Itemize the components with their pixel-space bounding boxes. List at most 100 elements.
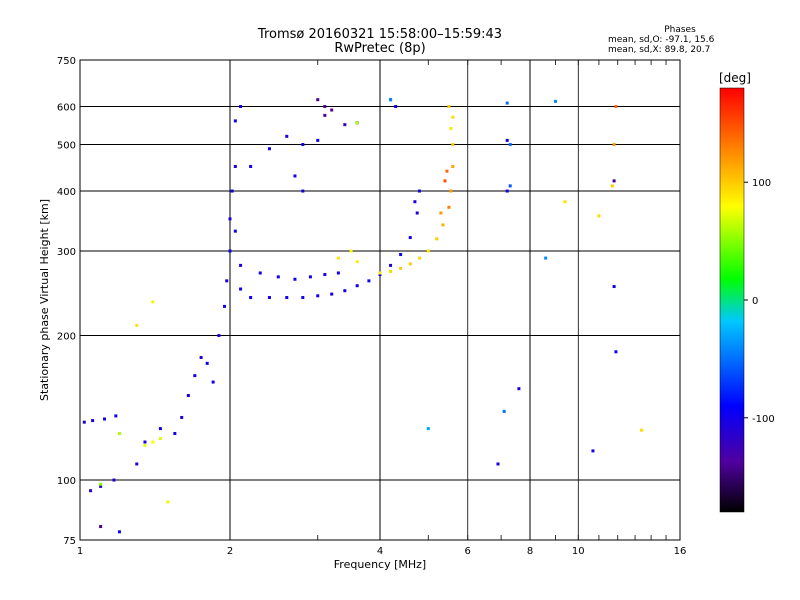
- data-point: [193, 374, 197, 378]
- data-point: [413, 200, 417, 204]
- data-point: [316, 138, 320, 142]
- data-point: [323, 105, 327, 109]
- grid-lines: [79, 59, 681, 541]
- colorbar-tick-label: 0: [752, 296, 758, 307]
- colorbar-label: [deg]: [719, 71, 751, 85]
- data-point: [640, 428, 644, 432]
- data-point: [451, 164, 455, 168]
- data-point: [399, 266, 403, 270]
- data-point: [166, 500, 170, 504]
- data-point: [349, 249, 353, 253]
- data-point: [99, 484, 103, 488]
- data-point: [394, 105, 398, 109]
- x-tick-label: 6: [465, 546, 471, 557]
- data-point: [99, 482, 103, 486]
- stats-title: Phases: [664, 25, 696, 35]
- data-point: [308, 275, 312, 279]
- data-point: [355, 121, 359, 125]
- data-point: [316, 98, 320, 102]
- data-point: [597, 214, 601, 218]
- x-tick-label: 8: [527, 546, 533, 557]
- chart-subtitle: RwPretec (8p): [334, 41, 426, 56]
- data-point: [343, 123, 347, 127]
- x-ticks: 1 2 4 6 8 10 16: [77, 60, 686, 557]
- y-tick-label: 100: [57, 476, 76, 487]
- data-point: [323, 113, 327, 117]
- data-point: [505, 101, 509, 105]
- data-point: [158, 427, 162, 431]
- data-point: [223, 304, 227, 308]
- data-point: [117, 432, 121, 436]
- data-point: [389, 98, 393, 102]
- data-point: [610, 184, 614, 188]
- data-point: [293, 174, 297, 178]
- data-point: [441, 223, 445, 227]
- data-point: [249, 164, 253, 168]
- data-point: [239, 287, 243, 291]
- data-point: [426, 249, 430, 253]
- data-point: [378, 271, 382, 275]
- y-tick-label: 75: [63, 536, 76, 547]
- data-point: [544, 256, 548, 260]
- data-point: [199, 355, 203, 359]
- y-tick-label: 300: [57, 247, 76, 258]
- data-point: [389, 263, 393, 267]
- x-tick-label: 4: [377, 546, 383, 557]
- x-tick-label: 2: [227, 546, 233, 557]
- data-point: [449, 126, 453, 130]
- data-point: [408, 262, 412, 266]
- data-point: [239, 263, 243, 267]
- data-point: [180, 415, 184, 419]
- data-point: [103, 417, 107, 421]
- y-tick-label: 750: [57, 56, 76, 67]
- y-tick-label: 400: [57, 187, 76, 198]
- data-point: [228, 249, 232, 253]
- data-point: [417, 189, 421, 193]
- data-point: [301, 189, 305, 193]
- data-point: [408, 236, 412, 240]
- data-point: [367, 279, 371, 283]
- data-point: [323, 273, 327, 277]
- data-point: [205, 361, 209, 365]
- data-point: [151, 300, 155, 304]
- y-tick-label: 200: [57, 332, 76, 343]
- data-point: [435, 237, 439, 241]
- data-point: [211, 380, 215, 384]
- data-point: [336, 256, 340, 260]
- data-point: [233, 164, 237, 168]
- data-point: [258, 271, 262, 275]
- data-point: [173, 432, 177, 436]
- y-tick-label: 600: [57, 103, 76, 114]
- data-point: [267, 296, 271, 300]
- data-point: [267, 147, 271, 151]
- colorbar-tick-label: 100: [752, 178, 771, 189]
- data-point: [143, 444, 147, 448]
- data-point: [343, 289, 347, 293]
- data-point: [447, 105, 451, 109]
- data-point: [447, 205, 451, 209]
- data-point: [316, 294, 320, 298]
- data-point: [612, 143, 616, 147]
- data-point: [249, 296, 253, 300]
- data-point: [233, 229, 237, 233]
- data-point: [112, 478, 116, 482]
- data-point: [451, 115, 455, 119]
- data-point: [186, 394, 190, 398]
- data-point: [496, 462, 500, 466]
- data-point: [135, 462, 139, 466]
- data-point: [330, 292, 334, 296]
- data-point: [151, 440, 155, 444]
- data-point: [285, 296, 289, 300]
- data-point: [508, 143, 512, 147]
- data-point: [378, 273, 382, 277]
- data-point: [82, 420, 86, 424]
- data-point: [228, 217, 232, 221]
- data-point: [336, 271, 340, 275]
- data-point: [117, 530, 121, 534]
- colorbar-ticks: 100 0 -100: [744, 178, 775, 425]
- data-point: [553, 99, 557, 103]
- data-point: [426, 427, 430, 431]
- data-point: [135, 323, 139, 327]
- data-point: [508, 184, 512, 188]
- y-ticks: 75 100 200 300 400 500 600 750: [57, 56, 76, 547]
